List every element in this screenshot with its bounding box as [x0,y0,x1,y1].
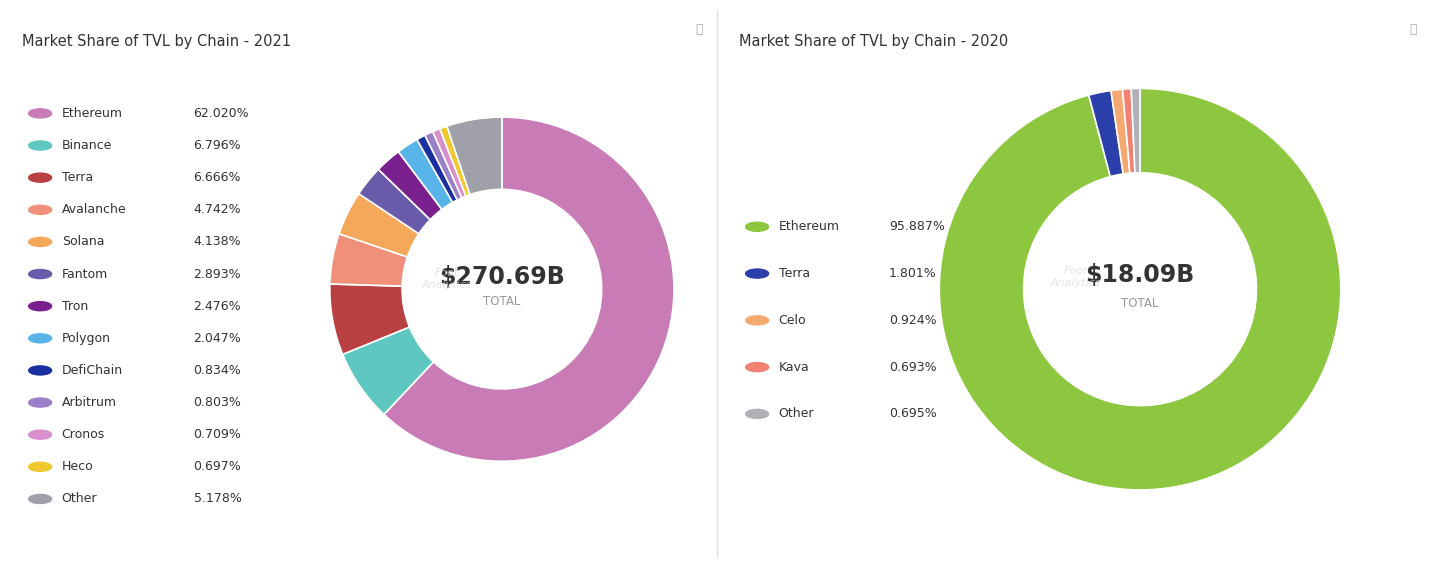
Text: Kava: Kava [779,361,809,374]
Text: 0.693%: 0.693% [889,361,936,374]
Wedge shape [1111,89,1130,174]
Text: 6.666%: 6.666% [194,171,241,184]
Text: Solana: Solana [62,235,105,248]
Text: 5.178%: 5.178% [194,493,241,505]
Text: Fantom: Fantom [62,268,108,281]
Wedge shape [379,152,442,219]
Text: Foot
Analytics: Foot Analytics [1051,266,1101,288]
Wedge shape [440,126,470,196]
Text: 2.047%: 2.047% [194,332,241,345]
Text: Market Share of TVL by Chain - 2020: Market Share of TVL by Chain - 2020 [739,34,1008,49]
Text: Polygon: Polygon [62,332,110,345]
Wedge shape [1131,88,1140,173]
Wedge shape [343,327,433,414]
Text: 1.801%: 1.801% [889,267,936,280]
Text: ⧉: ⧉ [1410,23,1417,36]
Text: Tron: Tron [62,300,87,312]
Text: TOTAL: TOTAL [483,295,521,308]
Wedge shape [424,132,462,200]
Wedge shape [1088,91,1123,176]
Text: Foot
Analytics: Foot Analytics [422,268,472,290]
Text: Terra: Terra [779,267,810,280]
Text: 0.834%: 0.834% [194,364,241,377]
Wedge shape [939,88,1341,490]
Text: DefiChain: DefiChain [62,364,123,377]
Text: 6.796%: 6.796% [194,139,241,152]
Text: Binance: Binance [62,139,112,152]
Text: 4.138%: 4.138% [194,235,241,248]
Text: Other: Other [62,493,98,505]
Text: Heco: Heco [62,460,93,473]
Text: $18.09B: $18.09B [1086,263,1195,287]
Text: Arbitrum: Arbitrum [62,396,116,409]
Text: Ethereum: Ethereum [62,107,123,120]
Wedge shape [447,117,502,194]
Text: ⧉: ⧉ [695,23,703,36]
Wedge shape [433,129,466,198]
Wedge shape [358,170,430,234]
Text: 0.924%: 0.924% [889,314,936,327]
Text: 95.887%: 95.887% [889,221,945,233]
Wedge shape [338,194,419,257]
Wedge shape [330,284,410,354]
Wedge shape [1123,88,1134,173]
Text: 2.893%: 2.893% [194,268,241,281]
Text: Cronos: Cronos [62,428,105,441]
Text: 2.476%: 2.476% [194,300,241,312]
Text: Market Share of TVL by Chain - 2021: Market Share of TVL by Chain - 2021 [22,34,291,49]
Wedge shape [384,117,674,461]
Text: 0.695%: 0.695% [889,408,936,420]
Text: Avalanche: Avalanche [62,204,126,216]
Text: 0.709%: 0.709% [194,428,241,441]
Text: Celo: Celo [779,314,806,327]
Text: TOTAL: TOTAL [1121,297,1159,310]
Text: $270.69B: $270.69B [439,265,565,289]
Text: 0.803%: 0.803% [194,396,241,409]
Wedge shape [399,139,453,209]
Text: 0.697%: 0.697% [194,460,241,473]
Wedge shape [417,136,457,202]
Text: 62.020%: 62.020% [194,107,250,120]
Wedge shape [330,234,407,286]
Text: 4.742%: 4.742% [194,204,241,216]
Text: Other: Other [779,408,815,420]
Text: Ethereum: Ethereum [779,221,840,233]
Text: Terra: Terra [62,171,93,184]
